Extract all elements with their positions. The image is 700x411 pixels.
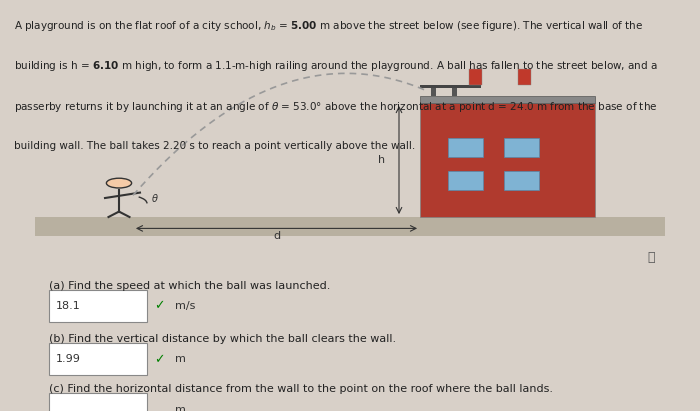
Text: (c) Find the horizontal distance from the wall to the point on the roof where th: (c) Find the horizontal distance from th… <box>49 384 553 395</box>
Bar <box>469 69 482 85</box>
Text: 18.1: 18.1 <box>56 301 80 311</box>
Text: A playground is on the flat roof of a city school, $h_b$ = $\mathbf{5.00}$ m abo: A playground is on the flat roof of a ci… <box>14 19 643 33</box>
Bar <box>35 217 665 236</box>
Text: h: h <box>378 155 385 165</box>
Bar <box>518 69 531 85</box>
Bar <box>452 85 457 96</box>
Text: ✓: ✓ <box>154 300 164 312</box>
Text: ✓: ✓ <box>154 353 164 366</box>
Bar <box>504 139 539 157</box>
Bar <box>420 96 595 103</box>
Text: (a) Find the speed at which the ball was launched.: (a) Find the speed at which the ball was… <box>49 281 330 291</box>
Bar <box>49 290 147 322</box>
Text: building wall. The ball takes 2.20 s to reach a point vertically above the wall.: building wall. The ball takes 2.20 s to … <box>14 141 415 150</box>
Bar <box>430 85 436 96</box>
Bar <box>448 139 483 157</box>
Bar <box>420 85 482 88</box>
Bar <box>504 171 539 190</box>
Bar <box>49 393 147 411</box>
Text: $\theta$: $\theta$ <box>150 192 158 204</box>
Text: building is h = $\mathbf{6.10}$ m high, to form a 1.1-m-high railing around the : building is h = $\mathbf{6.10}$ m high, … <box>14 59 658 73</box>
Text: ⓘ: ⓘ <box>648 251 654 264</box>
Text: (b) Find the vertical distance by which the ball clears the wall.: (b) Find the vertical distance by which … <box>49 334 396 344</box>
Bar <box>448 171 483 190</box>
Text: m: m <box>175 404 186 411</box>
Text: m: m <box>175 354 186 364</box>
Text: 1.99: 1.99 <box>56 354 81 364</box>
Text: passerby returns it by launching it at an angle of $\theta$ = 53.0° above the ho: passerby returns it by launching it at a… <box>14 100 657 114</box>
Text: d: d <box>273 231 280 241</box>
Text: m/s: m/s <box>175 301 195 311</box>
Bar <box>49 343 147 376</box>
Circle shape <box>106 178 132 188</box>
